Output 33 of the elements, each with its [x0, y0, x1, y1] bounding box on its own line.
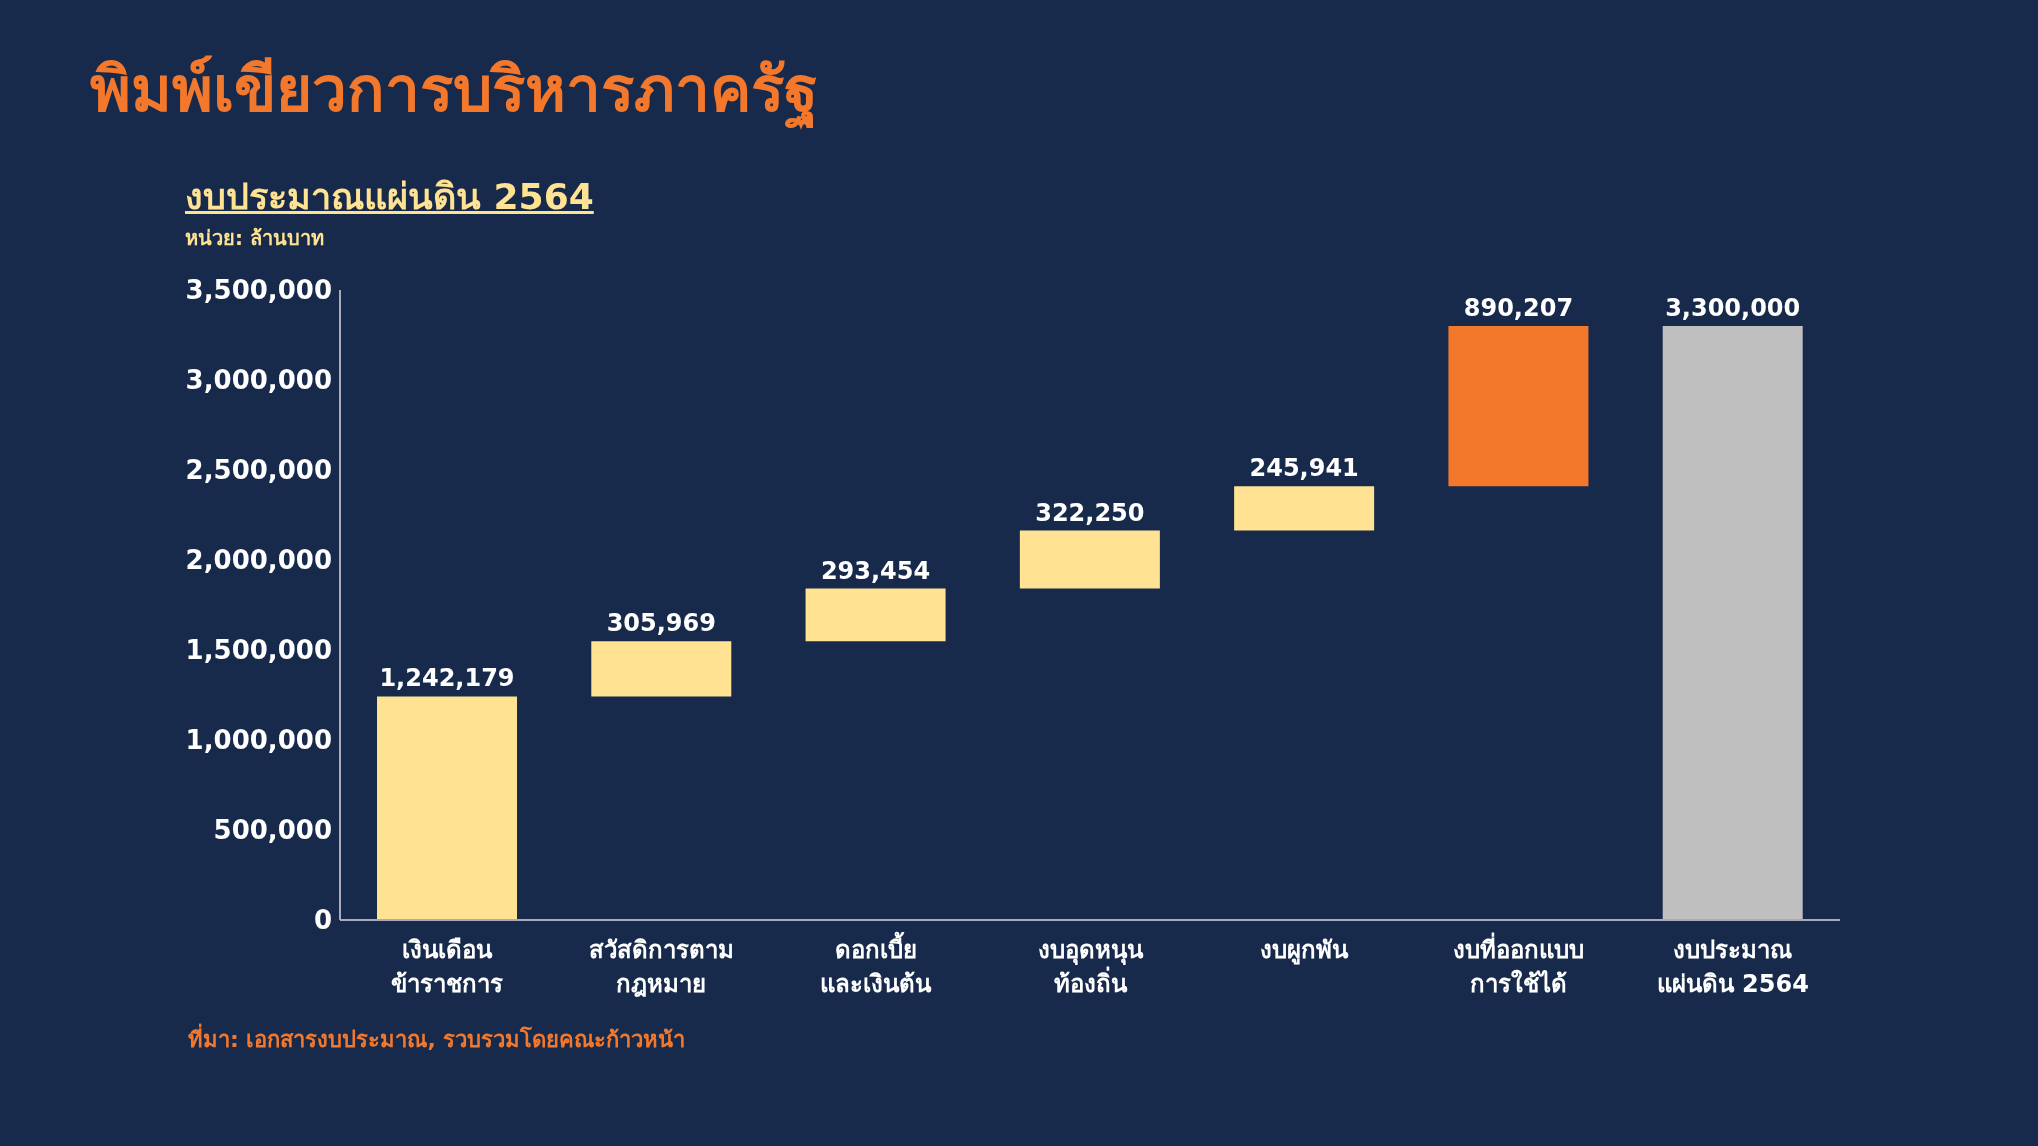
data-label: 1,242,179 [379, 664, 515, 693]
y-tick-label: 1,000,000 [185, 725, 332, 756]
x-tick-label: งบที่ออกแบบ การใช้ได้ [1453, 932, 1585, 998]
y-tick-label: 3,000,000 [185, 365, 332, 396]
y-tick-label: 2,500,000 [185, 455, 332, 486]
y-tick-label: 1,500,000 [185, 635, 332, 666]
bar [1662, 326, 1803, 920]
data-label: 322,250 [1035, 498, 1145, 527]
x-tick-label: งบอุดหนุน ท้องถิ่น [1037, 936, 1144, 998]
x-tick-label: งบประมาณ แผ่นดิน 2564 [1656, 936, 1809, 998]
bar [1448, 326, 1589, 487]
chart-subtitle: งบประมาณแผ่นดิน 2564 [185, 175, 594, 219]
y-tick-label: 3,500,000 [185, 275, 332, 306]
x-tick-label: ดอกเบี้ย และเงินต้น [820, 931, 933, 998]
y-axis-title: หน่วย: ล้านบาท [185, 225, 324, 252]
data-label: 3,300,000 [1665, 294, 1801, 322]
bar [591, 641, 732, 697]
bar [1234, 486, 1375, 531]
bar [377, 696, 517, 920]
y-tick-label: 500,000 [213, 815, 332, 846]
data-label: 305,969 [606, 609, 716, 638]
bar [805, 588, 946, 642]
x-tick-label: เงินเดือน ข้าราชการ [391, 936, 504, 998]
chart-title: พิมพ์เขียวการบริหารภาครัฐ [90, 52, 818, 131]
y-tick-label: 2,000,000 [185, 545, 332, 576]
x-tick-label: สวัสดิการตาม กฎหมาย [588, 936, 734, 998]
text: ที่มา: เอกสารงบประมาณ, รวบรวมโดยคณะก้าวหน้า [188, 1022, 686, 1054]
data-label: 890,207 [1463, 294, 1574, 322]
data-label: 293,454 [820, 556, 931, 585]
bar [1019, 530, 1160, 589]
y-tick-label: 0 [313, 905, 332, 936]
x-tick-label: งบผูกพัน [1260, 936, 1350, 965]
data-label: 245,941 [1249, 454, 1359, 483]
